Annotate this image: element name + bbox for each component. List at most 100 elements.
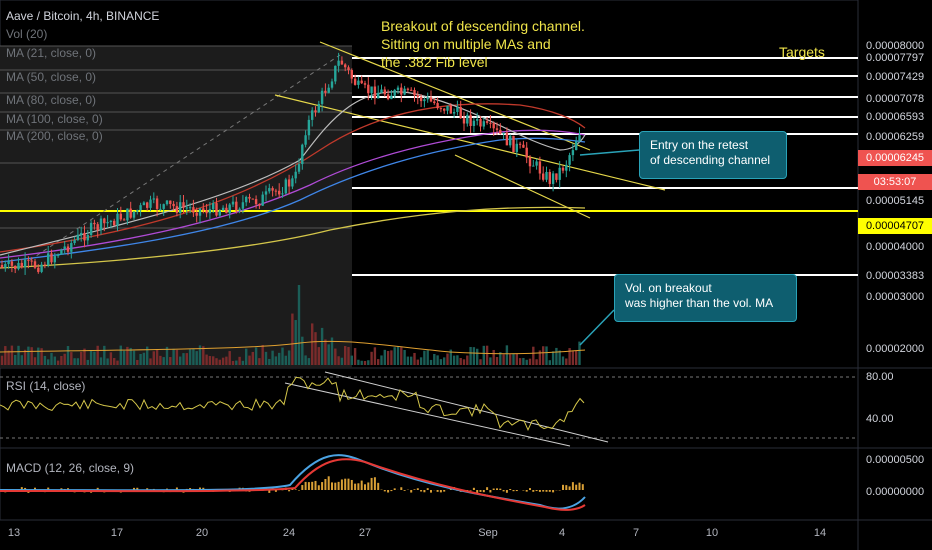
candle-body bbox=[27, 259, 30, 261]
macd-histogram-bar bbox=[420, 490, 423, 492]
candle-body bbox=[370, 86, 373, 94]
volume-bar bbox=[251, 351, 254, 365]
price-label: 0.00006593 bbox=[866, 111, 925, 123]
indicator-ma-200[interactable]: MA (200, close, 0) bbox=[6, 129, 103, 143]
volume-bar bbox=[182, 353, 185, 365]
volume-bar bbox=[555, 347, 558, 365]
rsi-tick: 40.00 bbox=[866, 413, 894, 425]
candle-body bbox=[73, 240, 76, 244]
volume-bar bbox=[93, 351, 96, 365]
macd-histogram-bar bbox=[515, 490, 518, 492]
indicator-ma-21[interactable]: MA (21, close, 0) bbox=[6, 46, 97, 60]
volume-bar bbox=[43, 355, 47, 365]
macd-histogram-bar bbox=[304, 481, 307, 490]
volume-bar bbox=[66, 346, 70, 365]
macd-histogram-bar bbox=[568, 486, 571, 490]
candle-body bbox=[479, 118, 482, 127]
volume-bar bbox=[485, 345, 489, 365]
rsi-label[interactable]: RSI (14, close) bbox=[6, 379, 86, 393]
volume-bar bbox=[7, 350, 10, 365]
macd-histogram-bar bbox=[347, 478, 350, 490]
macd-histogram-bar bbox=[562, 484, 564, 490]
volume-bar bbox=[215, 358, 218, 365]
indicator-vol[interactable]: Vol (20) bbox=[6, 27, 48, 41]
candle-body bbox=[116, 213, 119, 226]
volume-bar bbox=[380, 355, 383, 365]
candle-body bbox=[565, 164, 568, 171]
volume-bar bbox=[492, 349, 495, 365]
volume-bar bbox=[17, 345, 20, 365]
volume-bar bbox=[561, 356, 565, 365]
candle-body bbox=[136, 210, 139, 212]
volume-bar bbox=[472, 347, 476, 365]
volume-bar bbox=[218, 359, 221, 365]
volume-bar bbox=[406, 356, 410, 365]
indicator-ma-80[interactable]: MA (80, close, 0) bbox=[6, 93, 97, 107]
macd-histogram-bar bbox=[423, 490, 426, 493]
volume-bar bbox=[452, 355, 456, 365]
volume-bar bbox=[20, 355, 23, 365]
candle-body bbox=[426, 97, 429, 100]
candle-body bbox=[0, 265, 4, 268]
candle-body bbox=[512, 135, 515, 153]
indicator-ma-100[interactable]: MA (100, close, 0) bbox=[6, 112, 103, 126]
volume-bar bbox=[195, 351, 198, 365]
candle-body bbox=[499, 129, 502, 134]
volume-bar bbox=[311, 323, 314, 365]
volume-bar bbox=[370, 351, 373, 365]
macd-tick: 0.00000500 bbox=[866, 454, 925, 466]
volume-bar bbox=[27, 346, 30, 365]
macd-signal-line bbox=[0, 458, 586, 511]
candle-body bbox=[195, 212, 198, 216]
candle-body bbox=[122, 219, 126, 221]
volume-bar bbox=[159, 355, 162, 365]
macd-histogram-bar bbox=[403, 490, 406, 491]
macd-histogram-bar bbox=[426, 488, 429, 490]
volume-callout-pointer bbox=[579, 309, 615, 346]
price-label: 0.00003000 bbox=[866, 291, 925, 303]
candle-body bbox=[60, 249, 63, 255]
macd-histogram-bar bbox=[476, 490, 479, 493]
macd-histogram-bar bbox=[486, 487, 489, 490]
volume-bar bbox=[565, 358, 568, 365]
candle-body bbox=[17, 262, 20, 270]
macd-histogram-bar bbox=[189, 488, 192, 490]
rsi-tick: 80.00 bbox=[866, 371, 894, 383]
macd-histogram-bar bbox=[581, 484, 584, 490]
macd-histogram-bar bbox=[443, 490, 446, 492]
volume-bar bbox=[416, 359, 419, 365]
volume-bar bbox=[231, 360, 235, 365]
candle-body bbox=[7, 261, 10, 265]
candle-body bbox=[419, 97, 423, 102]
channel-mid bbox=[274, 94, 666, 191]
time-label: 17 bbox=[110, 527, 124, 539]
candle-body bbox=[489, 122, 492, 124]
candle-body bbox=[294, 171, 297, 179]
macd-label[interactable]: MACD (12, 26, close, 9) bbox=[6, 461, 135, 475]
volume-bar bbox=[23, 349, 27, 365]
volume-bar bbox=[4, 346, 7, 365]
volume-bar bbox=[208, 356, 212, 365]
candle-body bbox=[221, 207, 225, 211]
indicator-ma-50[interactable]: MA (50, close, 0) bbox=[6, 70, 97, 84]
macd-histogram-bar bbox=[340, 479, 343, 490]
volume-bar bbox=[254, 347, 258, 365]
macd-histogram-bar bbox=[133, 487, 135, 490]
volume-bar bbox=[245, 348, 248, 365]
volume-bar bbox=[271, 350, 274, 365]
candle-body bbox=[198, 208, 202, 216]
macd-histogram-bar bbox=[575, 484, 578, 490]
price-label: 0.00002000 bbox=[866, 343, 925, 355]
volume-bar bbox=[294, 320, 297, 365]
candle-body bbox=[37, 267, 40, 272]
candle-body bbox=[30, 260, 33, 262]
candle-body bbox=[505, 132, 509, 146]
volume-bar bbox=[502, 354, 505, 365]
volume-bar bbox=[466, 355, 469, 365]
macd-histogram-bar bbox=[390, 490, 393, 492]
volume-bar bbox=[459, 357, 462, 365]
candle-body bbox=[538, 161, 542, 174]
volume-bar bbox=[129, 347, 132, 365]
volume-bar bbox=[198, 345, 202, 365]
